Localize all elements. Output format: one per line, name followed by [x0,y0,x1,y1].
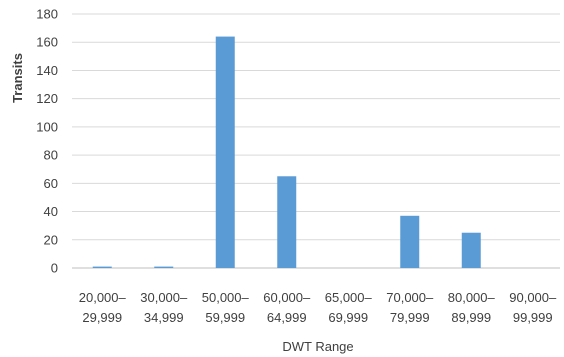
x-tick-label: 34,999 [144,310,184,325]
x-tick-label: 79,999 [390,310,430,325]
bar [92,266,112,268]
bar [461,232,481,268]
y-tick-label: 60 [44,176,58,191]
bars [92,36,481,269]
y-tick-label: 140 [36,63,58,78]
x-tick-label: 70,000– [386,290,434,305]
x-tick-label: 90,000– [509,290,557,305]
x-tick-label: 20,000– [79,290,127,305]
x-tick-label: 69,999 [328,310,368,325]
y-tick-label: 0 [51,261,58,276]
x-axis-title: DWT Range [282,339,353,354]
y-axis-title: Transits [10,53,25,103]
y-tick-label: 120 [36,91,58,106]
bar [277,176,297,268]
x-tick-label: 29,999 [82,310,122,325]
y-axis-ticks: 0 20 40 60 80 100 120 140 160 180 [36,7,58,276]
x-tick-label: 50,000– [202,290,250,305]
x-tick-label: 89,999 [451,310,491,325]
x-tick-label: 99,999 [513,310,553,325]
x-tick-label: 64,999 [267,310,307,325]
y-tick-label: 160 [36,35,58,50]
bar [400,215,420,268]
y-tick-label: 20 [44,232,58,247]
x-axis-ticks: 20,000– 29,999 30,000– 34,999 50,000– 59,999 6… [79,290,557,325]
gridlines [72,13,560,269]
y-tick-label: 100 [36,119,58,134]
bar [154,266,174,268]
x-tick-label: 60,000– [263,290,311,305]
x-tick-label: 80,000– [448,290,496,305]
y-tick-label: 40 [44,204,58,219]
x-tick-label: 65,000– [325,290,373,305]
bar [215,36,235,269]
y-tick-label: 180 [36,7,58,22]
y-tick-label: 80 [44,148,58,163]
x-tick-label: 30,000– [140,290,188,305]
x-tick-label: 59,999 [205,310,245,325]
